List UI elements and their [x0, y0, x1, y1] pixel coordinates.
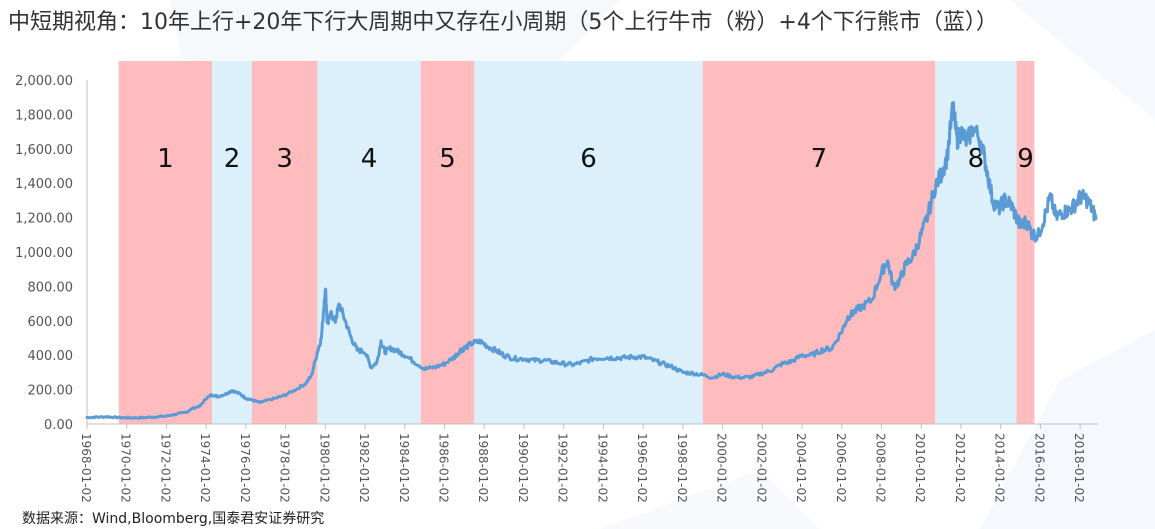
x-tick-label: 1984-01-02	[397, 433, 411, 503]
x-tick-label: 1976-01-02	[238, 433, 252, 503]
x-tick-label: 1978-01-02	[278, 433, 292, 503]
series-line-0	[85, 101, 1098, 420]
x-tick-label: 2006-01-02	[834, 433, 848, 503]
x-tick-label: 1994-01-02	[595, 433, 609, 503]
x-tick-label: 1980-01-02	[317, 433, 331, 503]
x-tick-label: 2016-01-02	[1032, 433, 1046, 503]
period-label-2: 2	[224, 144, 241, 174]
period-label-3: 3	[276, 144, 293, 174]
period-band-2	[212, 61, 252, 424]
x-tick-label: 2008-01-02	[873, 433, 887, 503]
period-label-7: 7	[811, 144, 828, 174]
y-tick-label: 1,000.00	[15, 246, 73, 261]
y-tick-label: 600.00	[28, 315, 74, 330]
y-tick-label: 800.00	[28, 280, 74, 295]
x-tick-label: 2010-01-02	[913, 433, 927, 503]
period-band-4	[317, 61, 421, 424]
period-label-5: 5	[439, 144, 456, 174]
period-band-1	[118, 61, 213, 424]
period-band-6	[474, 61, 703, 424]
x-tick-label: 1982-01-02	[357, 433, 371, 503]
x-tick-label: 2004-01-02	[794, 433, 808, 503]
x-tick-label: 1998-01-02	[675, 433, 689, 503]
x-tick-label: 1974-01-02	[198, 433, 212, 503]
period-label-4: 4	[361, 144, 378, 174]
period-label-9: 9	[1017, 144, 1034, 174]
chart-title: 中短期视角：10年上行+20年下行大周期中又存在小周期（5个上行牛市（粉）+4个…	[8, 10, 998, 35]
x-tick-label: 1972-01-02	[158, 433, 172, 503]
x-tick-label: 2000-01-02	[715, 433, 729, 503]
x-tick-label: 1986-01-02	[437, 433, 451, 503]
y-tick-label: 1,800.00	[15, 108, 73, 123]
period-label-6: 6	[580, 144, 597, 174]
y-tick-label: 1,400.00	[15, 177, 73, 192]
source-note: 数据来源：Wind,Bloomberg,国泰君安证券研究	[22, 511, 325, 527]
period-band-8	[935, 61, 1017, 424]
series-group	[85, 101, 1098, 420]
y-tick-label: 2,000.00	[15, 74, 73, 89]
y-tick-label: 200.00	[28, 384, 74, 399]
period-band-7	[702, 61, 936, 424]
x-tick-label: 1996-01-02	[635, 433, 649, 503]
x-tick-label: 1968-01-02	[79, 433, 93, 503]
x-tick-label: 1990-01-02	[516, 433, 530, 503]
x-tick-label: 1970-01-02	[119, 433, 133, 503]
x-axis: 1968-01-02 1970-01-02 1972-01-02 1974-01-02…	[79, 423, 1098, 503]
y-tick-label: 1,600.00	[15, 143, 73, 158]
y-tick-label: 400.00	[28, 349, 74, 364]
x-tick-label: 1988-01-02	[476, 433, 490, 503]
period-band-3	[251, 61, 318, 424]
period-label-1: 1	[157, 144, 174, 174]
x-tick-label: 1992-01-02	[556, 433, 570, 503]
y-tick-label: 1,200.00	[15, 212, 73, 227]
x-tick-label: 2018-01-02	[1072, 433, 1086, 503]
y-tick-label: 0.00	[44, 418, 73, 433]
period-bands	[118, 61, 1035, 424]
period-band-9	[1016, 61, 1035, 424]
x-tick-label: 2002-01-02	[754, 433, 768, 503]
y-axis: 0.00 200.00 400.00 600.00 800.00 1,000.00 1,20…	[15, 74, 88, 433]
x-tick-label: 2014-01-02	[993, 433, 1007, 503]
x-tick-label: 2012-01-02	[953, 433, 967, 503]
